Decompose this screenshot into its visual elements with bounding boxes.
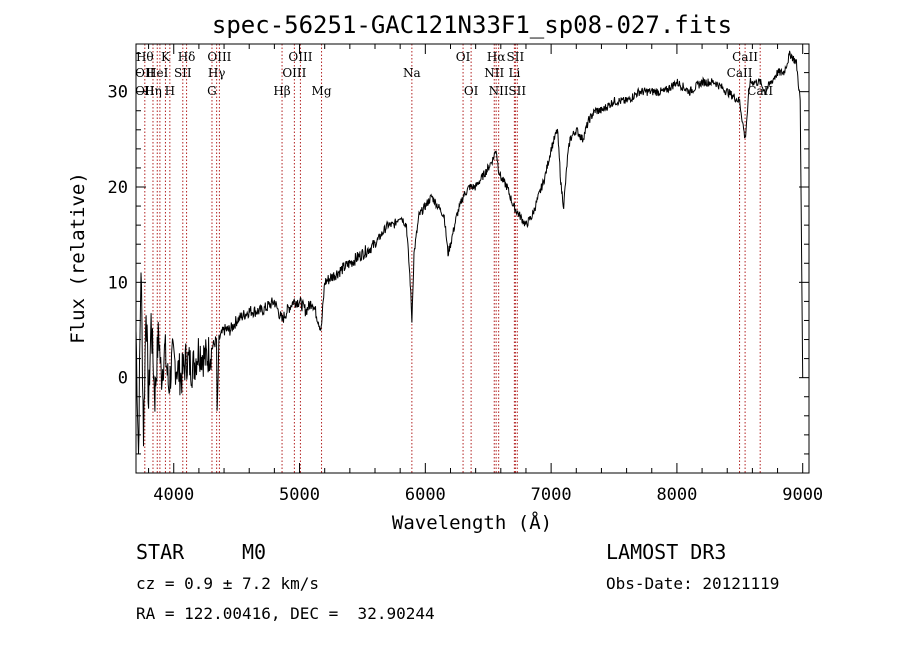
spectral-line-label: OIII [282,66,306,80]
redshift-value: cz = 0.9 ± 7.2 km/s [136,574,320,593]
x-tick-label: 9000 [782,485,823,505]
spectral-line-label: CaII [727,66,753,80]
plot-frame [135,43,810,474]
x-tick-label: 8000 [656,485,697,505]
spectral-line-label: OIII [288,50,312,64]
observation-date: Obs-Date: 20121119 [606,574,780,593]
spectral-line-label: Li [508,66,520,80]
survey-name: LAMOST DR3 [606,540,727,564]
spectral-line-label: Hγ [208,66,226,80]
spectral-line-label: Hα [487,50,506,64]
x-axis-label: Wavelength (Å) [392,511,552,534]
chart-title: spec-56251-GAC121N33F1_sp08-027.fits [212,11,732,39]
spectral-line-label: SII [174,66,192,80]
x-tick-label: 5000 [279,485,320,505]
spectral-line-label: Hβ [273,84,290,98]
object-class: STAR [136,540,185,564]
x-tick-label: 4000 [153,485,194,505]
object-subclass: M0 [242,540,267,564]
spectral-line-label: NII [489,84,509,98]
spectral-line-label: OI [464,84,479,98]
coordinates: RA = 122.00416, DEC = 32.90244 [136,604,435,623]
spectral-line-label: CaII [747,84,773,98]
axis-ticks: 4000 5000 6000 7000 8000 9000 0 10 20 30 [108,44,823,505]
spectral-line-label: H [165,84,175,98]
y-tick-label: 10 [108,273,128,293]
spectral-line-label: Na [403,66,421,80]
spectral-line-label: Hθ [136,50,154,64]
spectral-lines [144,44,761,473]
spectral-line-label: SII [507,50,525,64]
spectral-line-label: Mg [312,84,332,98]
spectral-line-label: NII [484,66,504,80]
spectrum-series [135,50,804,454]
spectral-line-label: Hδ [178,50,196,64]
spectral-line-label: CaII [732,50,758,64]
spectrum-chart: spec-56251-GAC121N33F1_sp08-027.fits 400… [67,11,823,534]
line-labels: HθOIIOIIHηHeIKHSIIHδGHγOIIIHβOIIIOIIIMgN… [135,50,773,98]
spectral-line-label: G [207,84,217,98]
y-tick-label: 0 [118,369,128,389]
y-tick-label: 30 [108,83,128,103]
spectral-line-label: SII [508,84,526,98]
spectral-line-label: OI [456,50,471,64]
y-axis-label: Flux (relative) [67,172,89,344]
x-tick-label: 7000 [531,485,572,505]
spectral-line-label: OII [135,66,155,80]
spectral-line-label: Hη [144,84,162,98]
spectral-line-label: K [161,50,171,64]
spectral-line-label: OII [135,84,155,98]
spectral-line-label: HeI [146,66,169,80]
y-tick-label: 20 [108,178,128,198]
spectral-line-label: OIII [207,50,231,64]
spectrum-line [135,50,804,454]
x-tick-label: 6000 [405,485,446,505]
